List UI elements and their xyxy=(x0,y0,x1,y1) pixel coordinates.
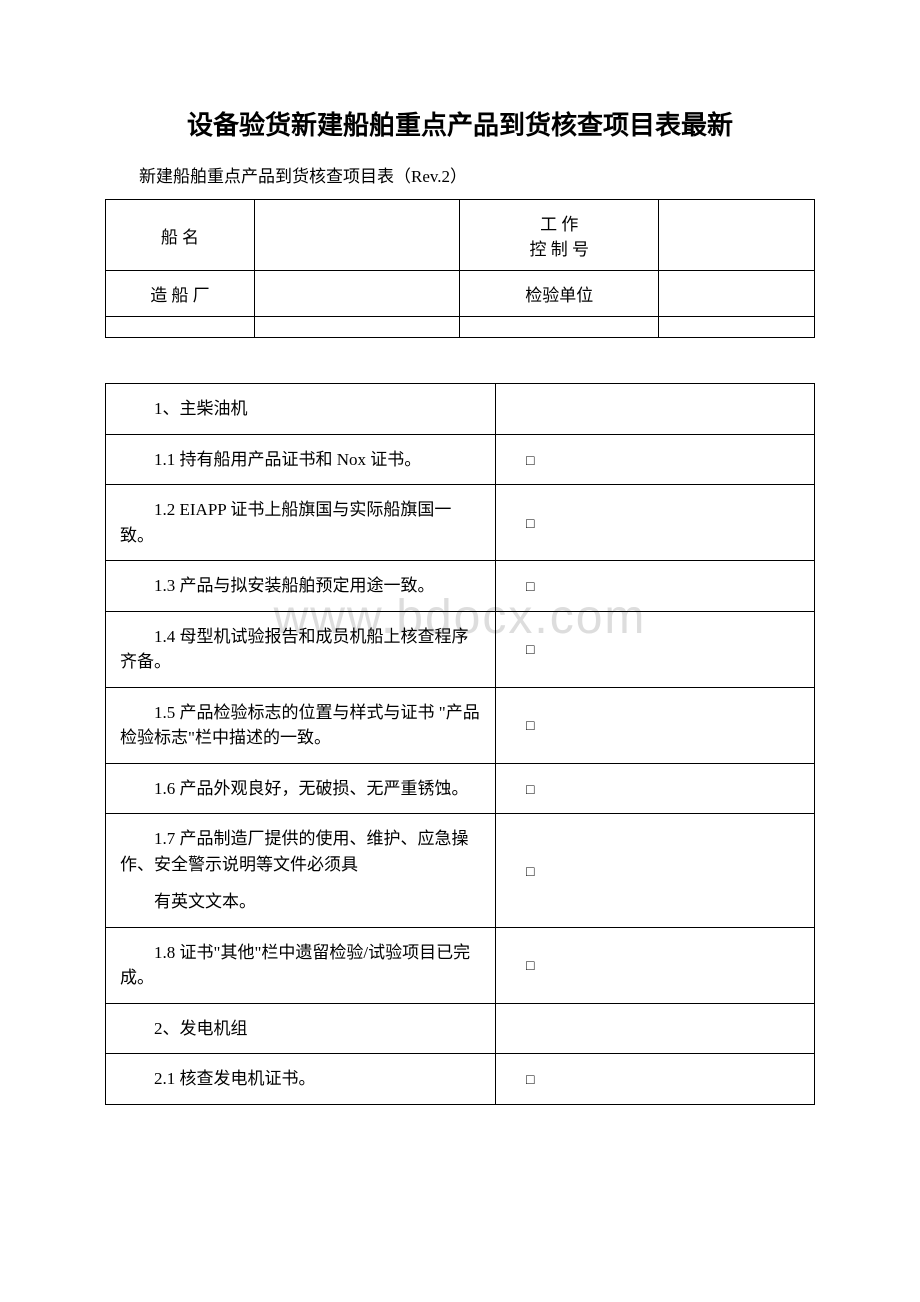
checklist-checkbox-cell: □ xyxy=(495,611,814,687)
header-cell-work-control-value xyxy=(659,200,815,271)
table-row xyxy=(106,317,815,338)
work-label-line2: 控 制 号 xyxy=(468,235,650,260)
table-row: 1.7 产品制造厂提供的使用、维护、应急操作、安全警示说明等文件必须具 有英文文… xyxy=(106,814,815,928)
checklist-checkbox-cell: □ xyxy=(495,687,814,763)
item-text: 2.1 核查发电机证书。 xyxy=(120,1066,481,1092)
checkbox-icon: □ xyxy=(526,643,534,658)
table-row: 1.8 证书"其他"栏中遗留检验/试验项目已完成。 □ xyxy=(106,927,815,1003)
table-row: 2.1 核查发电机证书。 □ xyxy=(106,1054,815,1105)
checklist-item-cell: 1.5 产品检验标志的位置与样式与证书 "产品检验标志"栏中描述的一致。 xyxy=(106,687,496,763)
checklist-item-cell: 1.8 证书"其他"栏中遗留检验/试验项目已完成。 xyxy=(106,927,496,1003)
checkbox-icon: □ xyxy=(526,959,534,974)
checklist-table: 1、主柴油机 1.1 持有船用产品证书和 Nox 证书。 □ 1.2 EIAPP… xyxy=(105,383,815,1105)
header-info-table: 船 名 工 作 控 制 号 造 船 厂 检验单位 xyxy=(105,199,815,338)
checklist-checkbox-cell: □ xyxy=(495,763,814,814)
section-text: 1、主柴油机 xyxy=(120,396,481,422)
item-text: 1.4 母型机试验报告和成员机船上核查程序齐备。 xyxy=(120,624,481,675)
table-row: 造 船 厂 检验单位 xyxy=(106,271,815,317)
checklist-checkbox-cell: □ xyxy=(495,434,814,485)
subtitle: 新建船舶重点产品到货核查项目表（Rev.2） xyxy=(105,162,815,187)
table-row: 1.3 产品与拟安装船舶预定用途一致。 □ xyxy=(106,561,815,612)
section-text: 2、发电机组 xyxy=(120,1016,481,1042)
checklist-item-cell: 1.7 产品制造厂提供的使用、维护、应急操作、安全警示说明等文件必须具 有英文文… xyxy=(106,814,496,928)
item-text: 1.1 持有船用产品证书和 Nox 证书。 xyxy=(120,447,481,473)
header-cell-shipyard-label: 造 船 厂 xyxy=(106,271,255,317)
checkbox-icon: □ xyxy=(526,719,534,734)
item-text: 1.6 产品外观良好，无破损、无严重锈蚀。 xyxy=(120,776,481,802)
checklist-item-cell: 1.2 EIAPP 证书上船旗国与实际船旗国一致。 xyxy=(106,485,496,561)
header-cell-ship-name-label: 船 名 xyxy=(106,200,255,271)
checklist-section-header: 2、发电机组 xyxy=(106,1003,496,1054)
checklist-checkbox-cell: □ xyxy=(495,814,814,928)
table-row: 1.1 持有船用产品证书和 Nox 证书。 □ xyxy=(106,434,815,485)
checklist-checkbox-cell: □ xyxy=(495,561,814,612)
checkbox-icon: □ xyxy=(526,454,534,469)
checkbox-icon: □ xyxy=(526,1073,534,1088)
checklist-item-cell: 1.6 产品外观良好，无破损、无严重锈蚀。 xyxy=(106,763,496,814)
header-cell-shipyard-value xyxy=(254,271,460,317)
item-text: 1.8 证书"其他"栏中遗留检验/试验项目已完成。 xyxy=(120,940,481,991)
checklist-item-cell: 2.1 核查发电机证书。 xyxy=(106,1054,496,1105)
checklist-checkbox-cell xyxy=(495,384,814,435)
work-label-line1: 工 作 xyxy=(468,210,650,235)
checklist-item-cell: 1.3 产品与拟安装船舶预定用途一致。 xyxy=(106,561,496,612)
header-cell-work-control-label: 工 作 控 制 号 xyxy=(460,200,659,271)
header-cell-empty xyxy=(460,317,659,338)
checklist-checkbox-cell: □ xyxy=(495,1054,814,1105)
checkbox-icon: □ xyxy=(526,783,534,798)
checklist-checkbox-cell: □ xyxy=(495,485,814,561)
table-row: 船 名 工 作 控 制 号 xyxy=(106,200,815,271)
checklist-item-cell: 1.4 母型机试验报告和成员机船上核查程序齐备。 xyxy=(106,611,496,687)
item-text: 1.5 产品检验标志的位置与样式与证书 "产品检验标志"栏中描述的一致。 xyxy=(120,700,481,751)
checkbox-icon: □ xyxy=(526,517,534,532)
item-text-line1: 1.7 产品制造厂提供的使用、维护、应急操作、安全警示说明等文件必须具 xyxy=(120,826,481,877)
checklist-item-cell: 1.1 持有船用产品证书和 Nox 证书。 xyxy=(106,434,496,485)
table-row: 1、主柴油机 xyxy=(106,384,815,435)
table-row: 1.4 母型机试验报告和成员机船上核查程序齐备。 □ xyxy=(106,611,815,687)
header-cell-empty xyxy=(254,317,460,338)
header-cell-inspection-unit-label: 检验单位 xyxy=(460,271,659,317)
table-row: 1.2 EIAPP 证书上船旗国与实际船旗国一致。 □ xyxy=(106,485,815,561)
table-row: 1.6 产品外观良好，无破损、无严重锈蚀。 □ xyxy=(106,763,815,814)
item-text-line2: 有英文文本。 xyxy=(120,889,481,915)
header-cell-inspection-unit-value xyxy=(659,271,815,317)
header-cell-empty xyxy=(659,317,815,338)
checklist-section-header: 1、主柴油机 xyxy=(106,384,496,435)
checklist-checkbox-cell xyxy=(495,1003,814,1054)
item-text: 1.2 EIAPP 证书上船旗国与实际船旗国一致。 xyxy=(120,497,481,548)
checkbox-icon: □ xyxy=(526,580,534,595)
page-title: 设备验货新建船舶重点产品到货核查项目表最新 xyxy=(105,105,815,142)
header-cell-ship-name-value xyxy=(254,200,460,271)
checkbox-icon: □ xyxy=(526,865,534,880)
header-cell-empty xyxy=(106,317,255,338)
checklist-checkbox-cell: □ xyxy=(495,927,814,1003)
item-text: 1.3 产品与拟安装船舶预定用途一致。 xyxy=(120,573,481,599)
table-row: 1.5 产品检验标志的位置与样式与证书 "产品检验标志"栏中描述的一致。 □ xyxy=(106,687,815,763)
content-wrapper: 设备验货新建船舶重点产品到货核查项目表最新 新建船舶重点产品到货核查项目表（Re… xyxy=(105,105,815,1105)
table-row: 2、发电机组 xyxy=(106,1003,815,1054)
